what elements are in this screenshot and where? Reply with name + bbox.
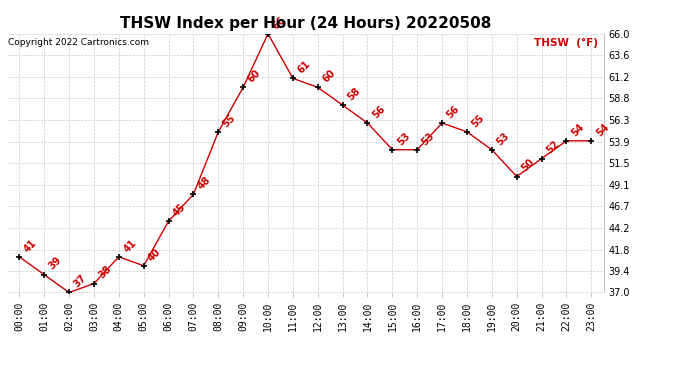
Text: 54: 54 (569, 122, 586, 138)
Text: 55: 55 (221, 112, 237, 129)
Text: 48: 48 (196, 175, 213, 192)
Text: 56: 56 (371, 104, 387, 120)
Text: 38: 38 (97, 264, 113, 281)
Text: 60: 60 (246, 68, 263, 84)
Text: 37: 37 (72, 273, 88, 290)
Text: 53: 53 (495, 130, 511, 147)
Text: 53: 53 (420, 130, 437, 147)
Text: 55: 55 (470, 112, 486, 129)
Text: 45: 45 (171, 202, 188, 218)
Text: 50: 50 (520, 157, 536, 174)
Text: 52: 52 (544, 139, 561, 156)
Text: Copyright 2022 Cartronics.com: Copyright 2022 Cartronics.com (8, 38, 149, 46)
Text: 58: 58 (346, 86, 362, 102)
Text: 53: 53 (395, 130, 412, 147)
Text: THSW  (°F): THSW (°F) (534, 38, 598, 48)
Title: THSW Index per Hour (24 Hours) 20220508: THSW Index per Hour (24 Hours) 20220508 (119, 16, 491, 31)
Text: 41: 41 (22, 237, 39, 254)
Text: 54: 54 (594, 122, 611, 138)
Text: 61: 61 (296, 59, 313, 76)
Text: 56: 56 (445, 104, 462, 120)
Text: 40: 40 (146, 246, 163, 263)
Text: 66: 66 (270, 14, 288, 31)
Text: 60: 60 (321, 68, 337, 84)
Text: 39: 39 (47, 255, 63, 272)
Text: 41: 41 (121, 237, 138, 254)
